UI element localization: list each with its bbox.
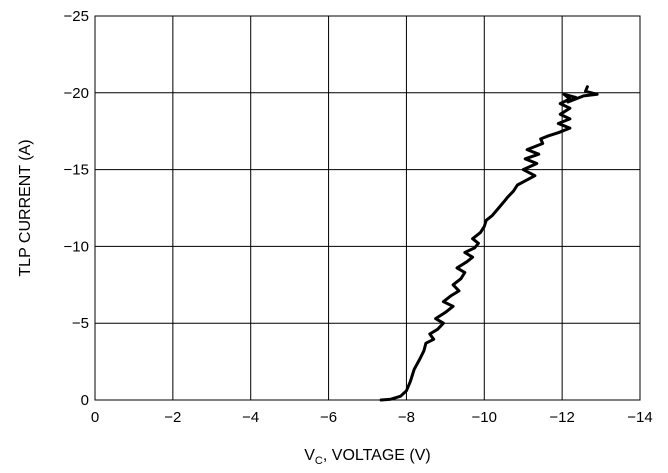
x-axis-label: VC, VOLTAGE (V) xyxy=(304,447,431,467)
x-tick-label: −4 xyxy=(242,409,259,426)
x-tick-label: −12 xyxy=(549,409,574,426)
x-tick-label: 0 xyxy=(91,409,99,426)
x-tick-label: −6 xyxy=(320,409,337,426)
y-tick-label: 0 xyxy=(81,392,89,409)
x-tick-label: −10 xyxy=(472,409,497,426)
x-axis-label-subscript: C xyxy=(315,455,323,467)
x-tick-label: −14 xyxy=(627,409,652,426)
tlp-current-curve xyxy=(379,85,599,402)
x-tick-label: −8 xyxy=(398,409,415,426)
y-tick-label: −25 xyxy=(64,8,89,25)
y-axis-label: TLP CURRENT (A) xyxy=(17,139,34,276)
x-tick-label: −2 xyxy=(164,409,181,426)
x-axis-tick-labels: 0 −2 −4 −6 −8 −10 −12 −14 xyxy=(91,409,653,426)
y-axis-tick-labels: 0 −5 −10 −15 −20 −25 xyxy=(64,8,89,409)
y-tick-label: −20 xyxy=(64,85,89,102)
x-axis-label-rest: , VOLTAGE (V) xyxy=(323,447,431,464)
y-tick-label: −5 xyxy=(72,315,89,332)
plot-frame xyxy=(94,15,641,401)
x-axis-label-main: V xyxy=(304,447,315,464)
y-tick-label: −10 xyxy=(64,238,89,255)
grid-lines xyxy=(94,15,641,401)
y-tick-label: −15 xyxy=(64,162,89,179)
